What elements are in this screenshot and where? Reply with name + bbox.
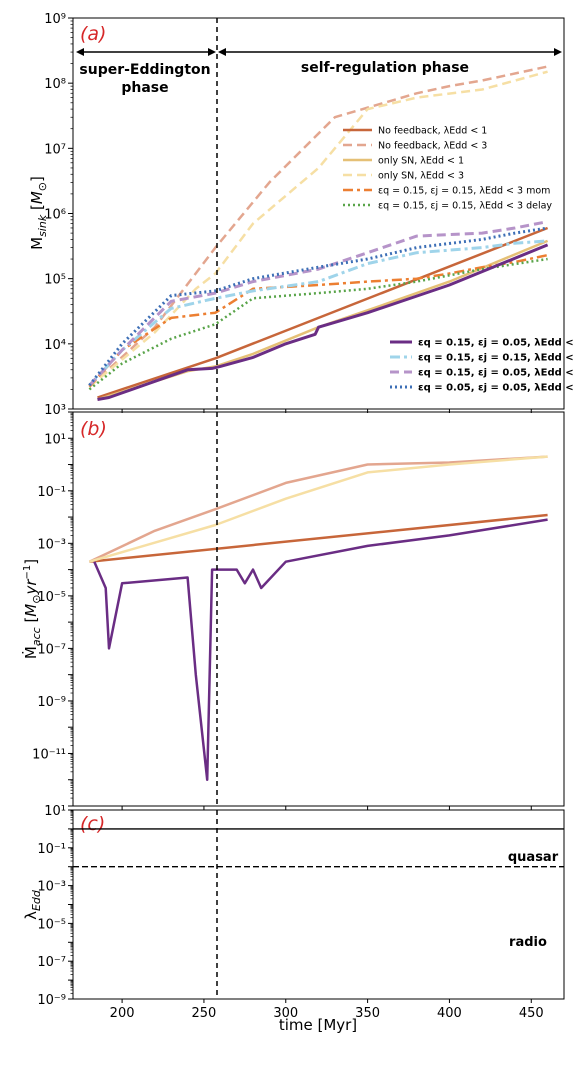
legend-entry: No feedback, λEdd < 1 (378, 126, 487, 137)
legend-lower: εq = 0.15, εj = 0.05, λEdd < 1 εq = 0.15,… (390, 338, 576, 394)
y-tick-label: 10⁻⁹ (37, 993, 66, 1008)
y-tick-label: 10¹ (44, 804, 66, 819)
y-tick-label: 10⁻¹¹ (32, 747, 66, 762)
radio-label: radio (509, 935, 547, 950)
y-tick-label: 10⁻³ (37, 880, 66, 895)
series-line (88, 70, 548, 388)
y-tick-label: 10⁹ (44, 12, 66, 27)
quasar-label: quasar (508, 850, 559, 865)
y-tick-label: 10⁻⁵ (37, 590, 66, 605)
legend-entry: only SN, λEdd < 3 (378, 171, 464, 182)
panel-b-label: (b) (80, 418, 107, 440)
x-axis-label: time [Myr] (279, 1016, 357, 1034)
phase-left-label-2: phase (121, 80, 168, 96)
panel-a-plot (88, 65, 549, 401)
y-tick-label: 10⁵ (44, 273, 66, 288)
legend-entry: only SN, λEdd < 1 (378, 156, 464, 167)
y-tick-label: 10⁻³ (37, 537, 66, 552)
phase-arrow-left (76, 48, 216, 56)
phase-arrow-right (218, 48, 562, 56)
series-line (97, 243, 549, 401)
y-tick-label: 10⁴ (44, 338, 66, 353)
y-tick-label: 10⁻⁵ (37, 917, 66, 932)
y-tick-label: 10³ (44, 403, 66, 418)
y-tick-label: 10¹ (44, 432, 66, 447)
legend-entry: εq = 0.05, εj = 0.05, λEdd < 3 (418, 383, 576, 394)
series-line (88, 239, 548, 387)
phase-left-label-1: super-Eddington (79, 62, 210, 78)
legend-entry: εq = 0.15, εj = 0.05, λEdd < 3 (418, 368, 576, 379)
legend-entry: No feedback, λEdd < 3 (378, 141, 487, 152)
panel-b-frame (72, 411, 565, 807)
x-tick-label: 200 (110, 1006, 135, 1021)
series-line (88, 257, 548, 391)
y-tick-label: 10⁶ (44, 208, 66, 223)
series-line (88, 253, 548, 388)
series-line (93, 518, 548, 781)
y-tick-label: 10⁻¹ (37, 485, 66, 500)
series-line (88, 220, 548, 387)
x-tick-label: 400 (437, 1006, 462, 1021)
y-tick-label: 10⁻⁹ (37, 695, 66, 710)
x-tick-label: 250 (192, 1006, 217, 1021)
x-tick-label: 300 (273, 1006, 298, 1021)
panel-a-label: (a) (80, 23, 106, 45)
legend-entry: εq = 0.15, εj = 0.15, λEdd < 3 delay (378, 201, 552, 212)
panel-c-label: (c) (80, 813, 105, 835)
panel-c-frame (72, 809, 565, 1000)
panel-b-ylabel: Ṁacc [M⊙yr−1] (21, 559, 43, 659)
legend-upper: No feedback, λEdd < 1 No feedback, λEdd <… (343, 126, 552, 212)
series-line (89, 513, 548, 563)
y-tick-label: 10⁻⁷ (37, 642, 66, 657)
y-tick-label: 10⁻⁷ (37, 955, 66, 970)
panel-b-plot (88, 455, 548, 781)
series-line (89, 455, 548, 563)
x-tick-label: 350 (355, 1006, 380, 1021)
y-tick-label: 10⁸ (44, 77, 66, 92)
legend-entry: εq = 0.15, εj = 0.05, λEdd < 1 (418, 338, 576, 349)
y-tick-label: 10⁷ (44, 142, 66, 157)
series-line (88, 65, 548, 388)
legend-entry: εq = 0.15, εj = 0.15, λEdd < 3 mom (378, 186, 550, 197)
phase-right-label: self-regulation phase (301, 60, 469, 76)
x-tick-label: 450 (519, 1006, 544, 1021)
y-tick-label: 10⁻¹ (37, 842, 66, 857)
series-line (97, 226, 549, 399)
series-line (88, 455, 548, 563)
legend-entry: εq = 0.15, εj = 0.15, λEdd < 3 (418, 353, 576, 364)
